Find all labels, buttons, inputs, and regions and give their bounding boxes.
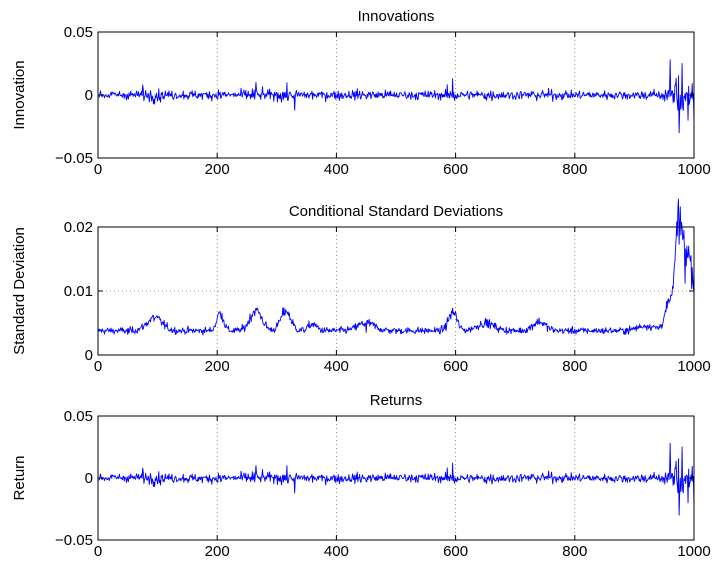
y-tick-label: 0 — [85, 87, 93, 104]
series-line — [98, 442, 695, 516]
chart-title: Returns — [370, 392, 423, 409]
x-tick-label: 0 — [94, 358, 102, 375]
panel-2: 0 200 400 600 800 1000 0.02 0.01 0 Conditional St… — [11, 198, 711, 375]
y-tick-label: 0.02 — [64, 219, 93, 236]
x-tick-label: 400 — [324, 543, 349, 560]
x-tick-label: 600 — [443, 358, 468, 375]
y-axis-label: Return — [11, 455, 28, 500]
x-tick-label: 600 — [443, 161, 468, 178]
series-line — [98, 59, 695, 134]
axes-frame — [97, 226, 695, 356]
x-tick-label: 1000 — [677, 161, 710, 178]
y-tick-label: 0.05 — [64, 408, 93, 425]
chart-title: Innovations — [358, 8, 435, 25]
y-tick-label: −0.05 — [55, 150, 93, 167]
x-tick-label: 400 — [324, 161, 349, 178]
x-tick-label: 0 — [94, 543, 102, 560]
y-tick-label: 0 — [85, 347, 93, 364]
x-tick-label: 1000 — [677, 358, 710, 375]
y-tick-label: −0.05 — [55, 532, 93, 549]
x-tick-label: 800 — [562, 543, 587, 560]
y-axis-label: Standard Deviation — [11, 227, 28, 355]
panel-1: 0 200 400 600 800 10000.050−0.05InnovationsIn… — [11, 8, 711, 178]
x-tick-label: 200 — [205, 358, 230, 375]
x-tick-label: 1000 — [677, 543, 710, 560]
y-tick-label: 0.05 — [64, 24, 93, 41]
x-tick-label: 800 — [562, 161, 587, 178]
x-tick-label: 800 — [562, 358, 587, 375]
y-axis-label: Innovation — [11, 60, 28, 129]
chart-title: Conditional Standard Deviations — [289, 203, 503, 220]
x-tick-label: 200 — [205, 161, 230, 178]
x-tick-label: 200 — [205, 543, 230, 560]
x-tick-label: 600 — [443, 543, 468, 560]
y-tick-label: 0 — [85, 470, 93, 487]
x-tick-label: 400 — [324, 358, 349, 375]
y-tick-label: 0.01 — [64, 283, 93, 300]
series-line — [98, 198, 695, 336]
x-tick-label: 0 — [94, 161, 102, 178]
